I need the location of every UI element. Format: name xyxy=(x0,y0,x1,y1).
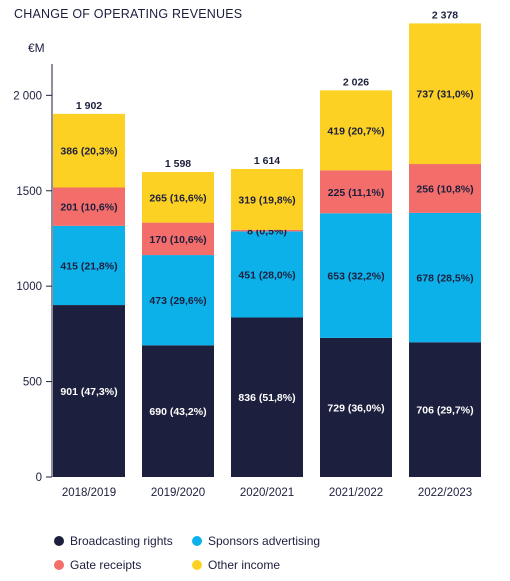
legend-item-gate-receipts: Gate receipts xyxy=(54,558,141,572)
y-tick-label: 500 xyxy=(23,377,42,389)
bar-data-label: 836 (51,8%) xyxy=(238,392,295,404)
bar-data-label: 225 (11,1%) xyxy=(328,187,385,199)
bar-total-label: 2 026 xyxy=(343,76,369,88)
bar-segment-other-income xyxy=(409,23,481,165)
y-unit-label: €M xyxy=(28,41,45,55)
bar-segment-gate-receipts xyxy=(231,229,303,232)
bar-data-label: 319 (19,8%) xyxy=(238,194,295,206)
bar-segment-gate-receipts xyxy=(320,170,392,214)
bar-total-label: 1 902 xyxy=(76,100,102,112)
bar-segment-broadcasting-rights xyxy=(142,345,214,477)
legend-item-other-income: Other income xyxy=(192,558,280,572)
legend-swatch-gate-receipts xyxy=(54,560,64,570)
bar-segment-gate-receipts xyxy=(53,187,125,226)
y-tick-label: 1500 xyxy=(16,186,42,198)
bar-data-label: 265 (16,6%) xyxy=(149,192,206,204)
y-tick-label: 1000 xyxy=(16,281,42,293)
bar-data-label: 729 (36,0%) xyxy=(327,402,384,414)
legend-item-sponsors-advertising: Sponsors advertising xyxy=(192,534,320,548)
legend-swatch-sponsors-advertising xyxy=(192,536,202,546)
legend-label: Gate receipts xyxy=(70,558,142,572)
x-tick-label: 2022/2023 xyxy=(418,487,472,499)
y-tick-label: 0 xyxy=(36,472,42,484)
bar-segment-sponsors-advertising xyxy=(409,212,481,343)
bar-segment-other-income xyxy=(320,90,392,171)
bar-data-label: 706 (29,7%) xyxy=(416,405,473,417)
bar-segment-sponsors-advertising xyxy=(142,255,214,346)
bar-segment-gate-receipts xyxy=(142,222,214,256)
bar-data-label: 201 (10,6%) xyxy=(60,202,117,214)
x-tick-label: 2021/2022 xyxy=(329,487,383,499)
bar-data-label: 451 (28,0%) xyxy=(238,269,295,281)
y-tick-label: 2 000 xyxy=(13,90,42,102)
bar-data-label: 690 (43,2%) xyxy=(149,406,206,418)
legend-label: Sponsors advertising xyxy=(208,534,321,548)
bar-data-label: 415 (21,8%) xyxy=(60,260,117,272)
chart-title: CHANGE OF OPERATING REVENUES xyxy=(14,7,243,21)
legend-label: Other income xyxy=(208,558,281,572)
bar-data-label: 170 (10,6%) xyxy=(149,234,206,246)
bar-total-label: 2 378 xyxy=(432,9,458,21)
bar-segment-sponsors-advertising xyxy=(231,231,303,318)
bar-data-label: 901 (47,3%) xyxy=(60,386,117,398)
bar-data-label: 473 (29,6%) xyxy=(149,295,206,307)
bar-total-label: 1 614 xyxy=(254,155,280,167)
x-tick-label: 2020/2021 xyxy=(240,487,294,499)
bar-total-label: 1 598 xyxy=(165,158,191,170)
bar-segment-other-income xyxy=(53,113,125,188)
bar-data-label: 256 (10,8%) xyxy=(416,183,473,195)
bar-data-label: 678 (28,5%) xyxy=(416,273,473,285)
x-tick-label: 2018/2019 xyxy=(62,487,116,499)
bar-segment-broadcasting-rights xyxy=(320,337,392,477)
legend-label: Broadcasting rights xyxy=(70,534,173,548)
bar-segment-other-income xyxy=(231,168,303,230)
bar-segment-sponsors-advertising xyxy=(320,213,392,338)
bar-segment-other-income xyxy=(142,172,214,223)
legend-swatch-broadcasting-rights xyxy=(54,536,64,546)
bar-segment-gate-receipts xyxy=(409,164,481,213)
bar-segment-broadcasting-rights xyxy=(409,342,481,477)
bar-data-label: 653 (32,2%) xyxy=(327,271,384,283)
bar-data-label: 737 (31,0%) xyxy=(416,89,473,101)
bar-data-label: 386 (20,3%) xyxy=(60,146,117,158)
x-tick-label: 2019/2020 xyxy=(151,487,205,499)
bar-segment-broadcasting-rights xyxy=(53,305,125,477)
bar-data-label: 419 (20,7%) xyxy=(327,125,384,137)
legend-item-broadcasting-rights: Broadcasting rights xyxy=(54,534,173,548)
bar-segment-sponsors-advertising xyxy=(53,225,125,306)
legend-swatch-other-income xyxy=(192,560,202,570)
bar-segment-broadcasting-rights xyxy=(231,317,303,477)
